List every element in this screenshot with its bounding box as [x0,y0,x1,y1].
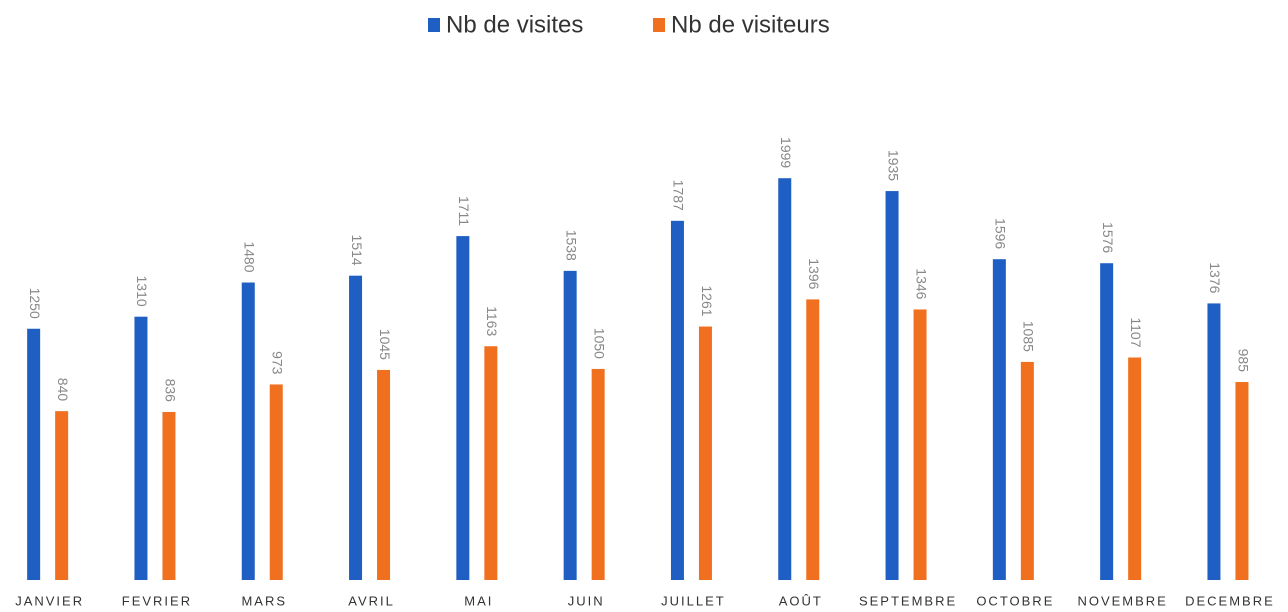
value-label: 1514 [349,235,365,266]
legend-swatch [653,18,665,32]
bar [1020,361,1034,580]
x-tick-label: DECEMBRE [1185,593,1275,608]
value-label: 1085 [1021,321,1037,352]
value-label: 1045 [377,329,393,360]
bar [134,316,148,580]
bar [992,259,1006,580]
bar [563,270,577,580]
value-label: 1396 [806,258,822,289]
value-label: 1376 [1207,262,1223,293]
bar [1207,303,1221,580]
value-label: 1711 [456,196,472,226]
bar [698,326,712,580]
x-tick-label: OCTOBRE [976,593,1054,608]
bar [1128,357,1142,580]
value-label: 1163 [484,306,500,336]
bar [670,220,684,581]
bar [55,411,69,580]
x-tick-label: NOVEMBRE [1077,593,1167,608]
x-tick-label: MAI [464,593,493,608]
value-label: 1050 [591,328,607,359]
legend-label: Nb de visites [446,11,583,38]
value-label: 1250 [27,288,43,319]
value-label: 1596 [993,218,1009,249]
legend-label: Nb de visiteurs [671,11,830,38]
value-label: 1480 [242,241,258,272]
value-label: 1310 [134,276,150,307]
legend-swatch [428,18,440,32]
bar [885,191,899,580]
x-tick-label: JUILLET [661,593,726,608]
value-label: 1107 [1128,317,1144,347]
x-tick-label: AVRIL [348,593,395,608]
bar [456,236,470,581]
value-label: 973 [270,351,286,375]
x-tick-label: SEPTEMBRE [859,593,957,608]
x-tick-label: JANVIER [15,593,84,608]
value-label: 1346 [913,268,929,299]
x-tick-label: MARS [241,593,287,608]
bar [913,309,927,580]
bar [806,299,820,580]
value-label: 840 [55,378,71,402]
bar [377,369,391,580]
value-label: 836 [162,379,178,403]
x-tick-label: FEVRIER [122,593,192,608]
bar [162,411,176,580]
value-label: 1261 [699,285,715,316]
x-tick-label: JUIN [568,593,605,608]
bar [269,384,283,580]
bar [1235,382,1249,580]
value-label: 985 [1235,349,1251,373]
bar [241,282,255,580]
bar [1100,263,1114,580]
value-label: 1935 [885,150,901,181]
value-label: 1999 [778,137,794,168]
value-label: 1538 [563,230,579,261]
x-tick-label: AOÛT [779,593,823,608]
bar [349,275,363,580]
bar [27,328,41,580]
value-label: 1787 [671,180,687,211]
bar [591,368,605,580]
value-label: 1576 [1100,222,1116,253]
bar [778,178,792,581]
bar [484,346,498,580]
